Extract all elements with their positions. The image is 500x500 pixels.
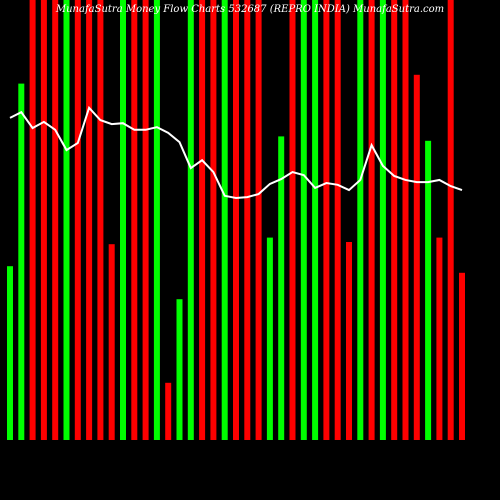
bar <box>266 237 273 440</box>
bar <box>368 0 375 440</box>
bar <box>289 0 296 440</box>
bar <box>357 0 364 440</box>
bar <box>97 0 104 440</box>
bar <box>323 0 330 440</box>
bar <box>131 0 138 440</box>
bar <box>278 136 285 440</box>
bar <box>52 0 59 440</box>
bar <box>312 0 319 440</box>
bar <box>108 244 115 440</box>
bar <box>436 237 443 440</box>
bar <box>334 0 341 440</box>
bar <box>221 0 228 440</box>
bar <box>74 0 81 440</box>
bar <box>425 140 432 441</box>
bar <box>187 0 194 440</box>
bar <box>391 0 398 440</box>
bar <box>176 299 183 440</box>
bar <box>7 266 13 440</box>
bar <box>379 0 386 440</box>
bar <box>86 0 93 440</box>
bar <box>447 0 454 440</box>
bar <box>199 0 206 440</box>
bar <box>63 0 70 440</box>
bar <box>142 0 149 440</box>
bar <box>346 242 352 440</box>
bar <box>210 0 217 440</box>
bar <box>402 0 409 440</box>
bar <box>29 0 36 440</box>
flow-line <box>9 105 463 200</box>
chart-title: MunafaSutra Money Flow Charts 532687 (RE… <box>55 4 444 15</box>
bar <box>18 83 25 440</box>
bar <box>40 0 47 440</box>
bar <box>244 0 251 440</box>
bar <box>413 74 420 441</box>
bar <box>459 272 465 440</box>
bar <box>300 0 307 440</box>
bar <box>153 0 160 440</box>
bar <box>120 0 126 440</box>
bars <box>7 0 465 441</box>
bar <box>255 0 262 440</box>
bar <box>165 382 172 440</box>
bar <box>233 0 239 440</box>
